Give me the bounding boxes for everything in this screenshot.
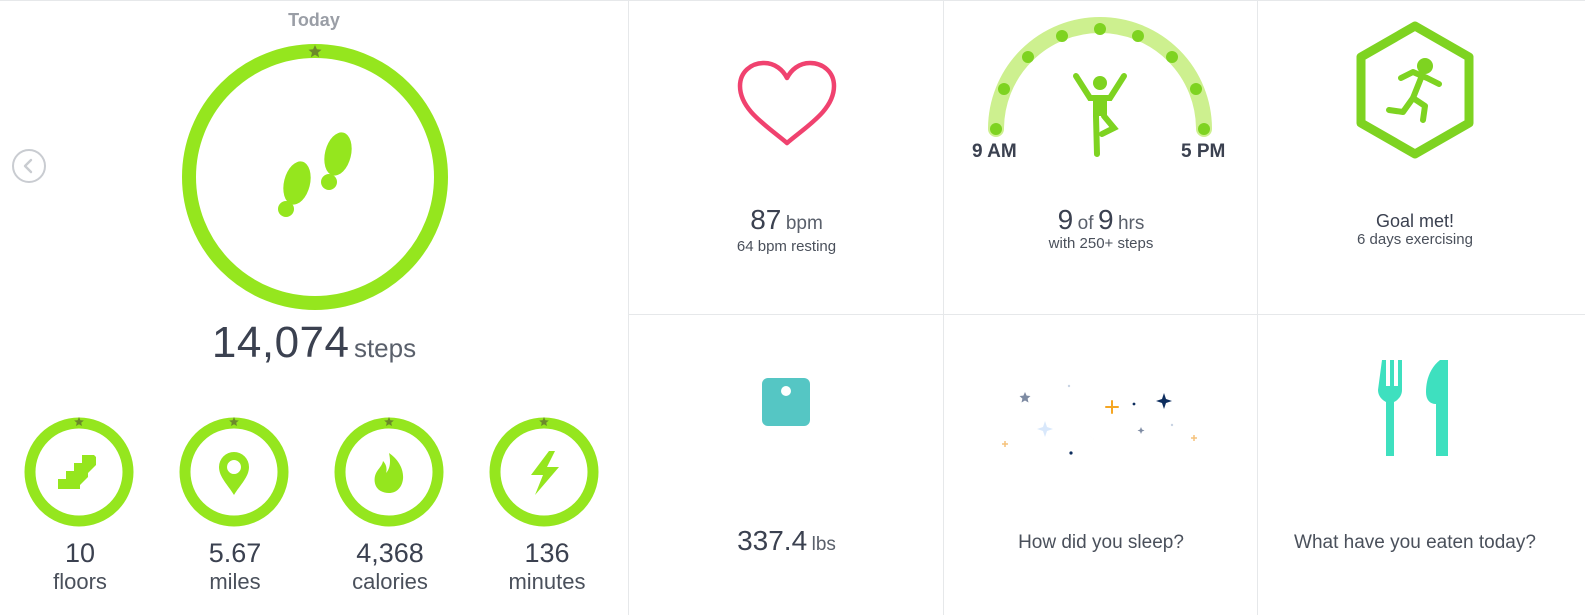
active-minutes-ring[interactable] [487,415,601,529]
goal-star-icon [539,417,549,426]
minutes-label: minutes [508,569,586,594]
goal-star-icon [74,417,84,426]
hourly-sub: with 250+ steps [1048,235,1154,252]
weight-value: 337.4 [737,525,808,556]
exercise-tile[interactable] [1258,0,1585,315]
day-label: Today [288,10,340,30]
heart-rate-summary: 87 bpm [629,204,944,236]
goal-star-icon [384,417,394,426]
heart-rate-value: 87 [750,204,782,235]
calories-ring[interactable] [332,415,446,529]
top-divider [0,0,1585,1]
floors-ring[interactable] [22,415,136,529]
hours-unit: hrs [1117,213,1145,234]
end-hour-label: 5 PM [1181,141,1226,162]
running-hexagon-icon [1356,21,1474,159]
hourly-activity-arc [988,17,1212,157]
exercise-goal-status: Goal met! [1375,211,1455,231]
weight-summary: 337.4 lbs [629,525,944,557]
hours-of-label: of [1077,213,1094,234]
goal-star-icon [229,417,239,426]
fork-knife-icon [1378,360,1448,456]
hours-met-value: 9 [1057,204,1074,235]
heart-icon [737,60,837,146]
steps-unit: steps [353,333,417,363]
miles-value: 5.67 [208,538,262,568]
stat-floors: 10 floors [20,538,140,595]
steps-panel[interactable] [0,0,629,615]
steps-summary: 14,074 steps [0,318,628,368]
weight-unit: lbs [811,534,836,555]
sleep-tile[interactable] [944,315,1258,615]
start-hour-label: 9 AM [972,141,1017,162]
calories-label: calories [352,569,428,594]
goal-star-icon [308,45,322,58]
floors-label: floors [53,569,107,594]
location-pin-icon [219,452,249,495]
hourly-summary: 9 of 9 hrs [944,204,1258,236]
previous-day-button[interactable] [12,149,46,183]
scale-icon [762,378,810,426]
moon-stars-icon [1002,384,1197,455]
food-prompt[interactable]: What have you eaten today? [1294,532,1536,553]
minutes-value: 136 [524,538,570,568]
footprints-icon [278,132,352,217]
active-person-icon [1073,73,1127,157]
steps-count: 14,074 [211,318,350,367]
lightning-icon [531,451,559,495]
heart-rate-tile[interactable] [629,0,944,315]
flame-icon [374,453,404,493]
steps-ring[interactable] [180,42,450,312]
miles-label: miles [209,569,261,594]
hours-total-value: 9 [1097,204,1114,235]
chevron-left-icon [23,158,33,174]
sleep-prompt[interactable]: How did you sleep? [1018,532,1184,553]
hourly-activity-tile[interactable] [944,0,1258,315]
stat-miles: 5.67 miles [175,538,295,595]
weight-tile[interactable] [629,315,944,615]
miles-ring[interactable] [177,415,291,529]
resting-heart-rate: 64 bpm resting [736,238,837,255]
calories-value: 4,368 [356,538,424,568]
exercise-days: 6 days exercising [1357,231,1473,248]
heart-rate-unit: bpm [785,213,823,234]
stat-calories: 4,368 calories [330,538,450,595]
stat-minutes: 136 minutes [485,538,609,595]
stairs-icon [58,455,96,489]
floors-value: 10 [64,538,96,568]
